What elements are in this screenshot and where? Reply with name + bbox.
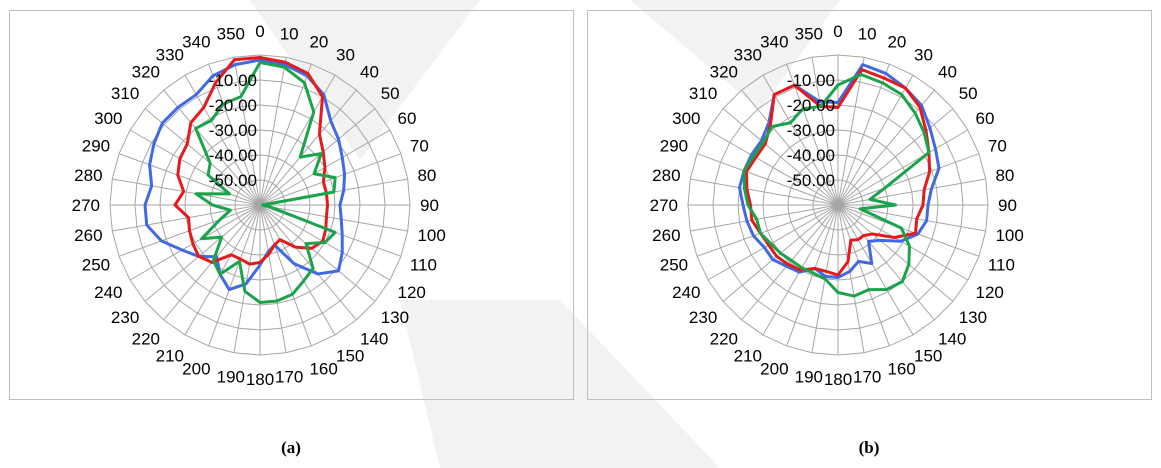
angle-tick-label: 100 — [417, 226, 445, 245]
angle-tick-label: 120 — [397, 283, 425, 302]
radial-tick-label: -20.00 — [209, 96, 257, 115]
angle-tick-label: 110 — [410, 256, 437, 275]
radial-tick-label: -30.00 — [209, 121, 257, 140]
angle-tick-label: 190 — [217, 367, 245, 386]
angle-tick-label: 100 — [995, 226, 1023, 245]
angle-tick-label: 300 — [672, 109, 700, 128]
angle-tick-label: 230 — [111, 308, 139, 327]
radial-tick-label: -20.00 — [787, 96, 835, 115]
radial-tick-label: -10.00 — [787, 71, 835, 90]
angle-tick-label: 110 — [988, 256, 1015, 275]
radial-tick-label: -30.00 — [787, 121, 835, 140]
angle-tick-label: 20 — [309, 32, 328, 51]
angle-tick-label: 0 — [833, 22, 842, 41]
angle-tick-label: 290 — [82, 136, 110, 155]
angle-tick-label: 330 — [156, 45, 184, 64]
angle-tick-label: 260 — [652, 226, 680, 245]
angle-tick-label: 150 — [336, 347, 364, 366]
angle-tick-label: 180 — [246, 370, 274, 389]
angle-tick-label: 70 — [988, 136, 1007, 155]
angle-tick-label: 240 — [94, 283, 122, 302]
angle-tick-label: 160 — [309, 360, 337, 379]
radial-tick-label: -50.00 — [787, 171, 835, 190]
angle-tick-label: 170 — [853, 367, 881, 386]
angle-tick-label: 20 — [887, 32, 906, 51]
angle-tick-label: 30 — [336, 45, 355, 64]
radial-tick-label: -50.00 — [209, 171, 257, 190]
radial-tick-label: -10.00 — [209, 71, 257, 90]
angle-tick-label: 50 — [959, 84, 978, 103]
angle-tick-label: 230 — [689, 308, 717, 327]
angle-tick-label: 210 — [156, 347, 184, 366]
angle-tick-label: 80 — [417, 166, 436, 185]
radial-tick-label: -40.00 — [787, 146, 835, 165]
angle-tick-label: 140 — [360, 329, 388, 348]
angle-tick-label: 170 — [275, 367, 303, 386]
angle-tick-label: 330 — [734, 45, 762, 64]
angle-tick-label: 10 — [858, 25, 877, 44]
angle-tick-label: 40 — [360, 63, 379, 82]
angle-tick-label: 40 — [938, 63, 957, 82]
angle-tick-label: 150 — [914, 347, 942, 366]
angle-tick-label: 80 — [995, 166, 1014, 185]
angle-tick-label: 50 — [381, 84, 400, 103]
angle-tick-label: 270 — [72, 196, 100, 215]
angle-tick-label: 280 — [74, 166, 102, 185]
angle-tick-label: 260 — [74, 226, 102, 245]
radar-chart-b: -50.00 -40.00 -30.00 -20.00 -10.00 0 10 20 30 405… — [588, 11, 1151, 399]
angle-tick-label: 280 — [652, 166, 680, 185]
angle-tick-label: 340 — [182, 32, 210, 51]
angle-tick-label: 350 — [217, 25, 245, 44]
angle-tick-label: 190 — [795, 367, 823, 386]
angle-tick-label: 130 — [381, 308, 409, 327]
angle-tick-label: 70 — [410, 136, 429, 155]
angle-tick-label: 60 — [397, 109, 416, 128]
angle-tick-label: 220 — [132, 329, 160, 348]
angle-tick-label: 90 — [998, 196, 1017, 215]
angle-tick-label: 0 — [255, 22, 264, 41]
angle-tick-label: 30 — [914, 45, 933, 64]
angle-tick-label: 140 — [938, 329, 966, 348]
angle-tick-label: 180 — [824, 370, 852, 389]
angle-tick-label: 290 — [660, 136, 688, 155]
angle-tick-label: 270 — [650, 196, 678, 215]
angle-tick-label: 200 — [182, 360, 210, 379]
chart-panel-b: -50.00 -40.00 -30.00 -20.00 -10.00 0 10 20 30 40 5… — [587, 10, 1152, 400]
angle-tick-label: 350 — [795, 25, 823, 44]
angle-tick-label: 120 — [975, 283, 1003, 302]
angle-tick-label: 60 — [975, 109, 994, 128]
angle-tick-label: 240 — [672, 283, 700, 302]
radar-chart-a: -50.00 -40.00 -30.00 -20.00 -10.00 0 10 20 30 405… — [10, 11, 573, 399]
radial-tick-label: -40.00 — [209, 146, 257, 165]
angle-tick-label: 90 — [420, 196, 439, 215]
angle-tick-label: 250 — [82, 256, 110, 275]
angle-tick-label: 340 — [760, 32, 788, 51]
angle-tick-label: 300 — [94, 109, 122, 128]
angle-tick-label: 160 — [887, 360, 915, 379]
angle-tick-label: 130 — [959, 308, 987, 327]
angle-tick-label: 210 — [734, 347, 762, 366]
caption-a: (a) — [261, 438, 321, 458]
angle-tick-label: 320 — [132, 63, 160, 82]
angle-tick-label: 250 — [660, 256, 688, 275]
angle-tick-label: 200 — [760, 360, 788, 379]
angle-tick-label: 310 — [111, 84, 139, 103]
angle-tick-label: 220 — [710, 329, 738, 348]
angle-tick-label: 320 — [710, 63, 738, 82]
angle-tick-label: 10 — [280, 25, 299, 44]
angle-tick-label: 310 — [689, 84, 717, 103]
chart-panel-a: -50.00 -40.00 -30.00 -20.00 -10.00 0 10 20 30 40 5… — [9, 10, 574, 400]
caption-b: (b) — [839, 438, 899, 458]
